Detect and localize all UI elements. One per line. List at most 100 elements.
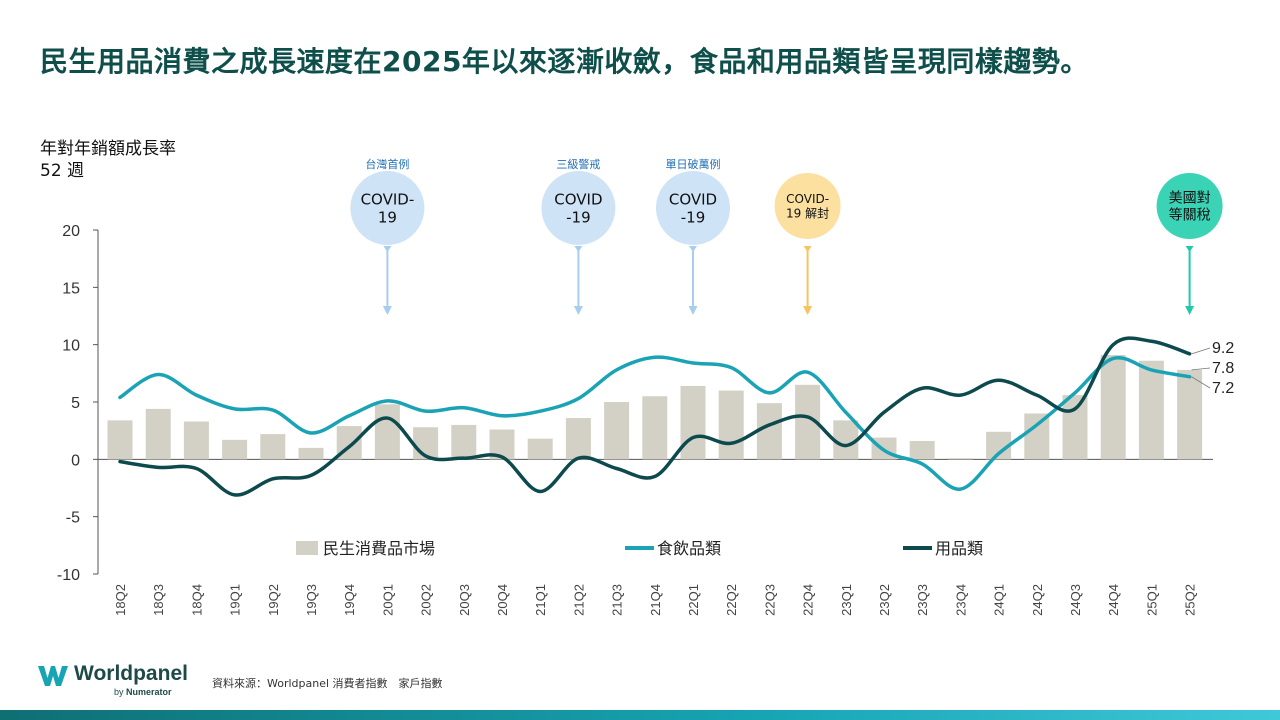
brand-by-name: Numerator <box>126 687 172 697</box>
source-note: 資料來源：Worldpanel 消費者指數 家戶指數 <box>212 677 443 690</box>
brand-by: by Numerator <box>114 687 172 697</box>
bar <box>183 421 209 460</box>
y-axis-unit-line2: 52 週 <box>40 161 85 181</box>
chart-axes: 20 15 10 5 0 -5 -10 <box>57 223 1213 584</box>
annotation-bubble <box>774 173 841 239</box>
page-title: 民生用品消費之成長速度在2025年以來逐漸收斂，食品和用品類皆呈現同樣趨勢。 <box>40 45 1089 78</box>
annotation-22Q1: 單日破萬例 COVID-19 <box>656 157 730 315</box>
y-axis-unit-line1: 年對年銷額成長率 <box>40 139 176 159</box>
x-tick-label: 24Q3 <box>1068 584 1083 616</box>
annotation-bubble-text: 19 <box>378 208 397 226</box>
goods-line <box>118 336 1192 497</box>
x-tick-label: 18Q3 <box>151 584 166 616</box>
annotation-bubble-text: COVID- <box>786 192 829 206</box>
end-value-label: 7.8 <box>1212 360 1234 377</box>
legend-item-food: 食飲品類 <box>625 539 721 558</box>
annotation-bubble-text: 等關稅 <box>1169 206 1211 223</box>
x-axis-ticks: 18Q2 18Q3 18Q4 19Q1 19Q2 19Q3 19Q4 20Q1 20Q2 20Q3… <box>113 584 1198 616</box>
bar <box>222 439 248 460</box>
x-tick-label: 23Q4 <box>953 584 968 616</box>
annotation-arrow-head <box>382 306 392 315</box>
x-tick-label: 18Q2 <box>113 584 128 616</box>
x-tick-label: 18Q4 <box>189 584 204 616</box>
brand-name: Worldpanel <box>74 662 188 685</box>
x-tick-label: 22Q2 <box>724 584 739 616</box>
bar <box>565 418 591 460</box>
bar-series <box>107 354 1203 460</box>
annotation-arrow-tail <box>689 246 697 252</box>
x-tick-label: 24Q4 <box>1106 584 1121 616</box>
annotation-22Q4: COVID-19 解封 <box>774 173 841 315</box>
legend-item-market: 民生消費品市場 <box>296 539 435 558</box>
x-tick-label: 20Q2 <box>419 584 434 616</box>
y-tick-label: 15 <box>62 280 80 297</box>
bar <box>1138 360 1164 460</box>
end-value-labels: 9.2 7.8 7.2 <box>1191 340 1234 397</box>
x-tick-label: 23Q2 <box>877 584 892 616</box>
end-leader-line <box>1191 367 1211 371</box>
bar <box>1024 413 1050 460</box>
end-leader-line <box>1191 347 1211 355</box>
annotation-arrow-tail <box>574 246 583 252</box>
bar <box>107 420 133 460</box>
x-tick-label: 20Q4 <box>495 584 510 616</box>
bar <box>680 385 706 460</box>
legend-label-goods: 用品類 <box>935 539 983 558</box>
x-tick-label: 21Q3 <box>610 584 625 616</box>
x-tick-label: 19Q2 <box>266 584 281 616</box>
bar <box>756 403 782 460</box>
x-tick-label: 20Q3 <box>457 584 472 616</box>
worldpanel-logo-icon <box>38 666 68 686</box>
bar <box>1177 369 1203 460</box>
annotation-21Q2: 三級警戒 COVID-19 <box>541 157 616 315</box>
annotation-bubble-text: 美國對 <box>1169 191 1211 207</box>
bar <box>527 438 553 460</box>
annotation-bubble-text: 19 解封 <box>786 206 829 220</box>
annotation-arrow-tail <box>803 246 812 252</box>
y-axis-unit: 年對年銷額成長率 52 週 <box>40 138 176 182</box>
x-tick-label: 22Q4 <box>801 584 816 616</box>
brand-by-prefix: by <box>114 687 124 697</box>
annotation-bubble-text: -19 <box>681 208 706 226</box>
bar <box>451 424 477 460</box>
x-tick-label: 24Q1 <box>992 584 1007 616</box>
legend-swatch-bar <box>296 541 318 555</box>
y-tick-label: 0 <box>71 452 80 469</box>
chart-legend: 民生消費品市場 食飲品類 用品類 <box>296 539 983 558</box>
x-tick-label: 22Q3 <box>762 584 777 616</box>
x-tick-label: 21Q4 <box>648 584 663 616</box>
annotation-bubble-text: -19 <box>566 208 591 226</box>
x-tick-label: 21Q1 <box>533 584 548 616</box>
x-tick-label: 24Q2 <box>1030 584 1045 616</box>
annotation-arrow-head <box>573 306 583 315</box>
bar <box>947 458 973 460</box>
annotation-bubble <box>1156 173 1223 239</box>
bar <box>1100 354 1126 460</box>
bar <box>833 420 859 460</box>
annotation-bubble-text: COVID- <box>361 190 415 208</box>
legend-item-goods: 用品類 <box>903 539 983 558</box>
annotation-arrow-tail <box>1185 246 1194 252</box>
bar <box>718 390 744 460</box>
annotation-label: 三級警戒 <box>556 157 600 171</box>
annotation-arrow-head <box>803 306 813 315</box>
x-tick-label: 20Q1 <box>380 584 395 616</box>
event-annotations: 台灣首例COVID-19三級警戒COVID-19單日破萬例COVID-19COV… <box>350 157 1223 315</box>
x-tick-label: 19Q4 <box>342 584 357 616</box>
bar <box>642 396 668 460</box>
x-tick-label: 19Q3 <box>304 584 319 616</box>
annotation-bubble <box>350 171 425 245</box>
end-value-label: 9.2 <box>1212 340 1234 357</box>
x-tick-label: 21Q2 <box>571 584 586 616</box>
annotation-label: 台灣首例 <box>365 157 409 171</box>
legend-label-market: 民生消費品市場 <box>323 539 435 558</box>
annotation-arrow-head <box>688 306 698 315</box>
y-tick-label: -10 <box>57 567 80 584</box>
food-line <box>118 355 1192 491</box>
annotation-arrow-head <box>1185 306 1195 315</box>
x-tick-label: 19Q1 <box>228 584 243 616</box>
end-value-label: 7.2 <box>1212 380 1234 397</box>
y-tick-label: 20 <box>62 223 80 240</box>
